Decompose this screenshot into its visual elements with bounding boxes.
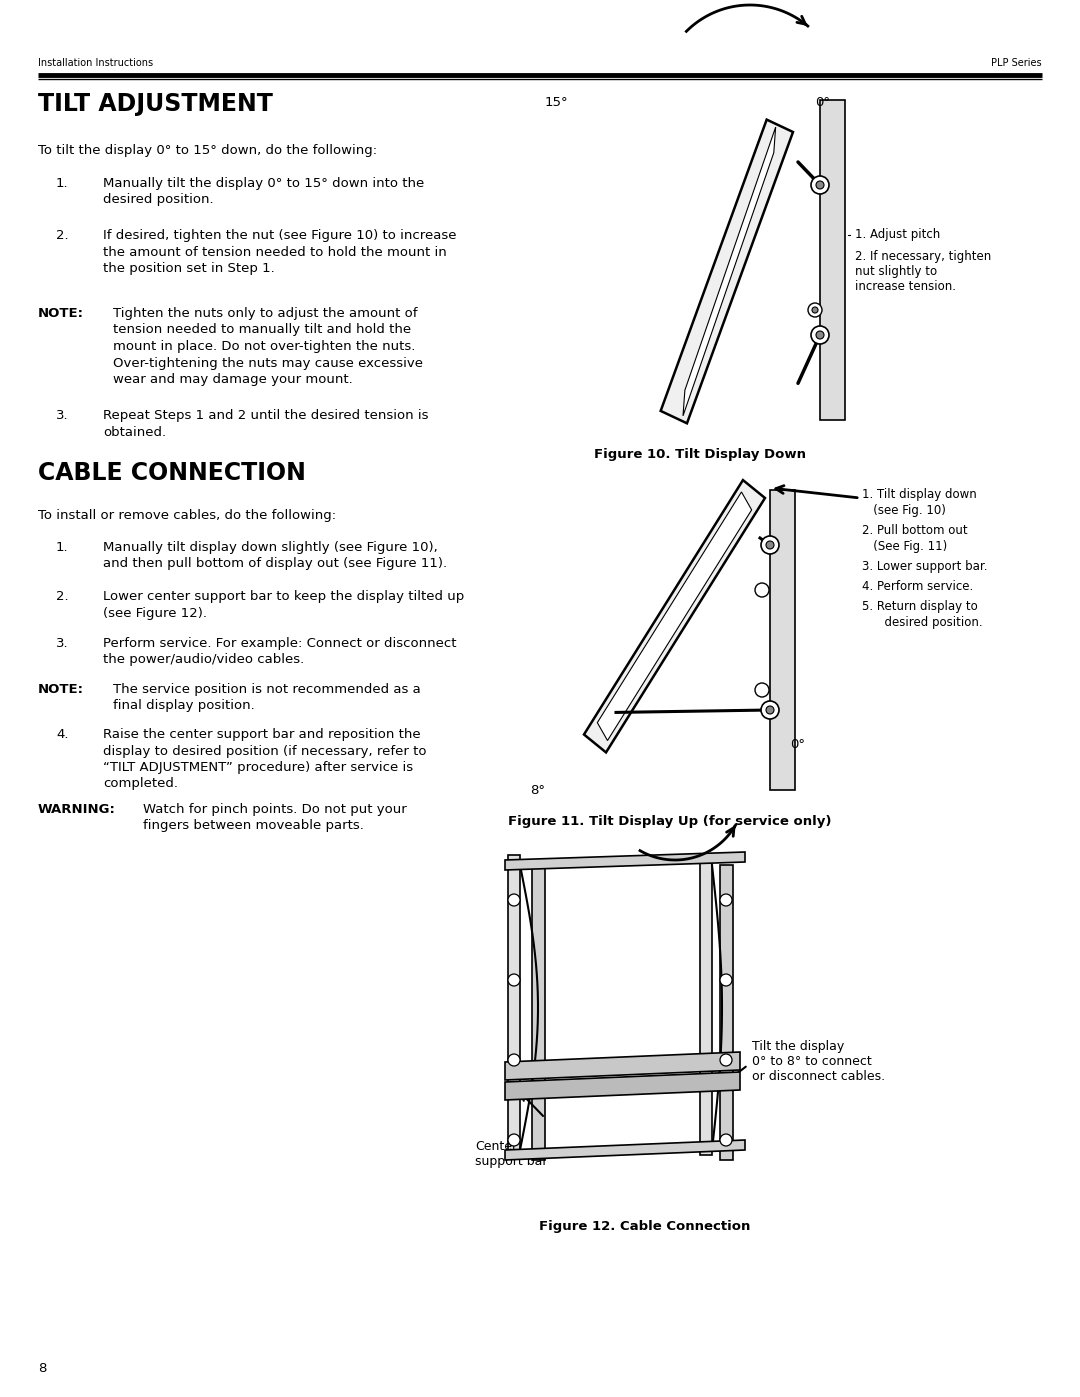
Polygon shape — [584, 481, 765, 753]
Text: Lower center support bar to keep the display tilted up
(see Figure 12).: Lower center support bar to keep the dis… — [103, 590, 464, 619]
Circle shape — [720, 974, 732, 986]
Polygon shape — [683, 127, 775, 416]
Text: 2. If necessary, tighten
nut slightly to
increase tension.: 2. If necessary, tighten nut slightly to… — [855, 250, 991, 293]
Text: 4.: 4. — [56, 728, 68, 740]
Text: 4. Perform service.: 4. Perform service. — [862, 580, 973, 592]
Text: 1.: 1. — [56, 541, 69, 555]
Text: WARNING:: WARNING: — [38, 803, 116, 816]
Text: 2.: 2. — [56, 590, 69, 604]
Polygon shape — [505, 1052, 740, 1080]
Text: Figure 10. Tilt Display Down: Figure 10. Tilt Display Down — [594, 448, 806, 461]
Polygon shape — [505, 1071, 740, 1099]
Polygon shape — [532, 865, 545, 1160]
Text: Raise the center support bar and reposition the
display to desired position (if : Raise the center support bar and reposit… — [103, 728, 427, 791]
Text: 1. Tilt display down
   (see Fig. 10): 1. Tilt display down (see Fig. 10) — [862, 488, 976, 517]
Text: 0°: 0° — [815, 96, 831, 109]
Text: NOTE:: NOTE: — [38, 307, 84, 320]
Text: Repeat Steps 1 and 2 until the desired tension is
obtained.: Repeat Steps 1 and 2 until the desired t… — [103, 409, 429, 439]
Polygon shape — [661, 120, 793, 423]
Text: Manually tilt display down slightly (see Figure 10),
and then pull bottom of dis: Manually tilt display down slightly (see… — [103, 541, 447, 570]
Text: Perform service. For example: Connect or disconnect
the power/audio/video cables: Perform service. For example: Connect or… — [103, 637, 457, 666]
Circle shape — [508, 894, 519, 907]
Polygon shape — [820, 101, 845, 420]
Text: 3.: 3. — [56, 409, 69, 422]
Text: 1.: 1. — [56, 177, 69, 190]
Text: 2.: 2. — [56, 229, 69, 242]
Text: 15°: 15° — [545, 96, 569, 109]
Circle shape — [811, 176, 829, 194]
Circle shape — [720, 894, 732, 907]
Text: 8°: 8° — [530, 784, 545, 796]
Polygon shape — [700, 855, 712, 1155]
Text: To install or remove cables, do the following:: To install or remove cables, do the foll… — [38, 509, 336, 522]
Text: 8: 8 — [38, 1362, 46, 1375]
Text: If desired, tighten the nut (see Figure 10) to increase
the amount of tension ne: If desired, tighten the nut (see Figure … — [103, 229, 457, 275]
Text: Watch for pinch points. Do not put your
fingers between moveable parts.: Watch for pinch points. Do not put your … — [143, 803, 407, 833]
Circle shape — [766, 541, 774, 549]
Circle shape — [811, 326, 829, 344]
Circle shape — [508, 1134, 519, 1146]
Text: NOTE:: NOTE: — [38, 683, 84, 696]
Text: 2. Pull bottom out
   (See Fig. 11): 2. Pull bottom out (See Fig. 11) — [862, 524, 968, 553]
Text: Installation Instructions: Installation Instructions — [38, 59, 153, 68]
Text: Manually tilt the display 0° to 15° down into the
desired position.: Manually tilt the display 0° to 15° down… — [103, 177, 424, 207]
Text: Tilt the display
0° to 8° to connect
or disconnect cables.: Tilt the display 0° to 8° to connect or … — [752, 1039, 886, 1083]
Circle shape — [761, 536, 779, 555]
Text: Figure 12. Cable Connection: Figure 12. Cable Connection — [539, 1220, 751, 1234]
Text: CABLE CONNECTION: CABLE CONNECTION — [38, 461, 306, 485]
Text: Figure 11. Tilt Display Up (for service only): Figure 11. Tilt Display Up (for service … — [509, 814, 832, 828]
Circle shape — [808, 303, 822, 317]
Circle shape — [755, 583, 769, 597]
Polygon shape — [770, 490, 795, 789]
Text: The service position is not recommended as a
final display position.: The service position is not recommended … — [113, 683, 421, 712]
Text: To tilt the display 0° to 15° down, do the following:: To tilt the display 0° to 15° down, do t… — [38, 144, 377, 156]
Circle shape — [508, 1053, 519, 1066]
Circle shape — [508, 974, 519, 986]
Text: 3. Lower support bar.: 3. Lower support bar. — [862, 560, 987, 573]
Circle shape — [812, 307, 818, 313]
Text: TILT ADJUSTMENT: TILT ADJUSTMENT — [38, 92, 273, 116]
Circle shape — [720, 1134, 732, 1146]
Text: 1. Adjust pitch: 1. Adjust pitch — [855, 228, 941, 242]
Circle shape — [761, 701, 779, 719]
Text: PLP Series: PLP Series — [991, 59, 1042, 68]
Text: 3.: 3. — [56, 637, 69, 650]
Text: Tighten the nuts only to adjust the amount of
tension needed to manually tilt an: Tighten the nuts only to adjust the amou… — [113, 307, 423, 386]
Polygon shape — [505, 852, 745, 870]
Circle shape — [720, 1053, 732, 1066]
Text: 0°: 0° — [789, 739, 805, 752]
Circle shape — [766, 705, 774, 714]
Polygon shape — [505, 1140, 745, 1160]
Text: Center
support bar: Center support bar — [475, 1140, 548, 1168]
Text: 5. Return display to
      desired position.: 5. Return display to desired position. — [862, 599, 983, 629]
Circle shape — [816, 182, 824, 189]
Circle shape — [755, 683, 769, 697]
Polygon shape — [597, 492, 752, 740]
Polygon shape — [720, 865, 733, 1160]
Polygon shape — [508, 855, 519, 1155]
Circle shape — [816, 331, 824, 339]
